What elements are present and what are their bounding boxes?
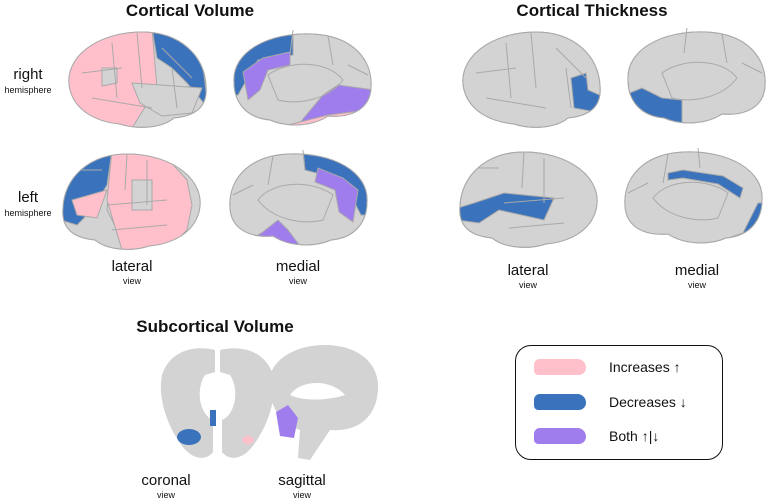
sagittal-slice <box>268 345 379 460</box>
view-label: view <box>292 490 312 500</box>
increase-swatch <box>534 359 586 375</box>
cv-left-lateral-brain <box>62 153 201 250</box>
hemisphere-label: hemisphere <box>4 208 52 218</box>
legend-label: Increases ↑ <box>609 359 681 375</box>
cv-right-medial-brain <box>233 29 372 126</box>
subcortical-volume-title: Subcortical Volume <box>136 317 294 336</box>
lateral-label: lateral <box>507 262 549 279</box>
cortical-volume-title: Cortical Volume <box>125 1 255 20</box>
coronal-slice <box>160 348 275 458</box>
coronal-putamen <box>210 410 216 426</box>
cv-left-medial-brain <box>229 149 368 246</box>
hemisphere-label: hemisphere <box>4 85 52 95</box>
coronal-label: coronal <box>141 472 191 489</box>
decrease-swatch <box>534 394 586 410</box>
view-label: view <box>518 280 538 290</box>
view-label: view <box>122 276 142 286</box>
legend-item-both: Both ↑|↓ <box>534 426 659 446</box>
coronal-hippocampus-left <box>177 429 201 445</box>
legend-label: Both ↑|↓ <box>609 428 660 444</box>
sagittal-region-both <box>276 405 298 438</box>
view-label: view <box>156 490 176 500</box>
ct-left-medial-brain <box>624 147 763 244</box>
sagittal-label: sagittal <box>278 472 326 489</box>
ct-right-lateral-brain <box>462 31 601 128</box>
legend-item-decreases: Decreases ↓ <box>534 392 687 412</box>
view-label: view <box>288 276 308 286</box>
lateral-label: lateral <box>111 258 153 275</box>
view-label: view <box>687 280 707 290</box>
cv-right-lateral-brain <box>68 31 207 128</box>
legend-label: Decreases ↓ <box>609 394 687 410</box>
left-label: left <box>17 189 39 206</box>
legend: Increases ↑ Decreases ↓ Both ↑|↓ <box>515 345 723 460</box>
ct-right-medial-brain <box>627 27 766 124</box>
cortical-thickness-title: Cortical Thickness <box>516 1 668 20</box>
both-swatch <box>534 428 586 444</box>
right-label: right <box>13 66 43 83</box>
medial-label: medial <box>275 258 321 275</box>
coronal-amygdala <box>242 436 254 444</box>
medial-label: medial <box>674 262 720 279</box>
legend-item-increases: Increases ↑ <box>534 357 681 377</box>
ct-left-lateral-brain <box>459 151 598 248</box>
